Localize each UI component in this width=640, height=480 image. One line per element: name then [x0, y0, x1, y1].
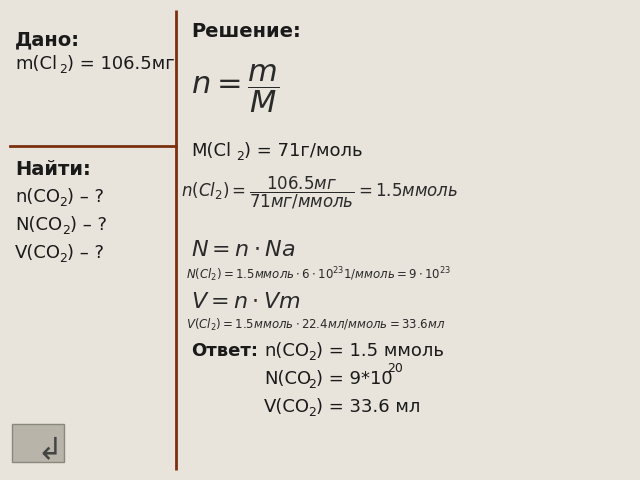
Text: ) – ?: ) – ?	[70, 216, 107, 234]
Text: 2: 2	[308, 350, 316, 363]
Text: ) = 33.6 мл: ) = 33.6 мл	[316, 398, 420, 416]
Text: 20: 20	[387, 362, 403, 375]
Text: Найти:: Найти:	[15, 160, 91, 179]
Text: ) = 1.5 ммоль: ) = 1.5 ммоль	[316, 342, 444, 360]
Text: M(Cl: M(Cl	[191, 142, 231, 160]
Text: 2: 2	[59, 63, 67, 76]
Text: 2: 2	[62, 224, 70, 237]
Text: Решение:: Решение:	[191, 22, 301, 41]
Text: 2: 2	[308, 378, 316, 391]
Text: ) – ?: ) – ?	[67, 188, 104, 206]
Text: ) = 106.5мг: ) = 106.5мг	[67, 55, 175, 73]
Text: N(CO: N(CO	[15, 216, 62, 234]
Text: $\mathit{V} = \mathit{n} \cdot \mathit{Vm}$: $\mathit{V} = \mathit{n} \cdot \mathit{V…	[191, 292, 301, 312]
Text: Дано:: Дано:	[15, 30, 80, 49]
Text: $\mathit{N(Cl_2)} = 1.5\mathit{ммоль} \cdot 6 \cdot 10^{23}\mathit{1/ммоль} = 9 : $\mathit{N(Cl_2)} = 1.5\mathit{ммоль} \c…	[186, 265, 451, 284]
Text: $\mathit{V(Cl_2)} = 1.5\mathit{ммоль} \cdot 22.4\mathit{мл / ммоль} = 33.6\mathi: $\mathit{V(Cl_2)} = 1.5\mathit{ммоль} \c…	[186, 317, 445, 333]
Text: 2: 2	[308, 406, 316, 419]
Text: ) – ?: ) – ?	[67, 244, 104, 262]
FancyBboxPatch shape	[12, 424, 64, 462]
Text: n(CO: n(CO	[264, 342, 309, 360]
Text: Ответ:: Ответ:	[191, 342, 258, 360]
Text: m(Cl: m(Cl	[15, 55, 57, 73]
Text: V(CO: V(CO	[264, 398, 310, 416]
Text: $\mathit{n} = \dfrac{\mathit{m}}{\mathit{M}}$: $\mathit{n} = \dfrac{\mathit{m}}{\mathit…	[191, 62, 280, 115]
Text: N(CO: N(CO	[264, 370, 311, 388]
Text: ) = 9*10: ) = 9*10	[316, 370, 392, 388]
Text: 2: 2	[59, 252, 67, 265]
Text: n(CO: n(CO	[15, 188, 60, 206]
Text: ) = 71г/моль: ) = 71г/моль	[244, 142, 363, 160]
Text: 2: 2	[236, 150, 244, 163]
Text: $\mathit{n(Cl_2)} = \dfrac{106.5\mathit{мг}}{71\mathit{мг / ммоль}} = 1.5\mathit: $\mathit{n(Cl_2)} = \dfrac{106.5\mathit{…	[181, 175, 458, 211]
Text: ↱: ↱	[25, 429, 51, 457]
Text: 2: 2	[59, 196, 67, 209]
Text: V(CO: V(CO	[15, 244, 61, 262]
Text: $\mathit{N} = \mathit{n} \cdot \mathit{Na}$: $\mathit{N} = \mathit{n} \cdot \mathit{N…	[191, 240, 296, 260]
